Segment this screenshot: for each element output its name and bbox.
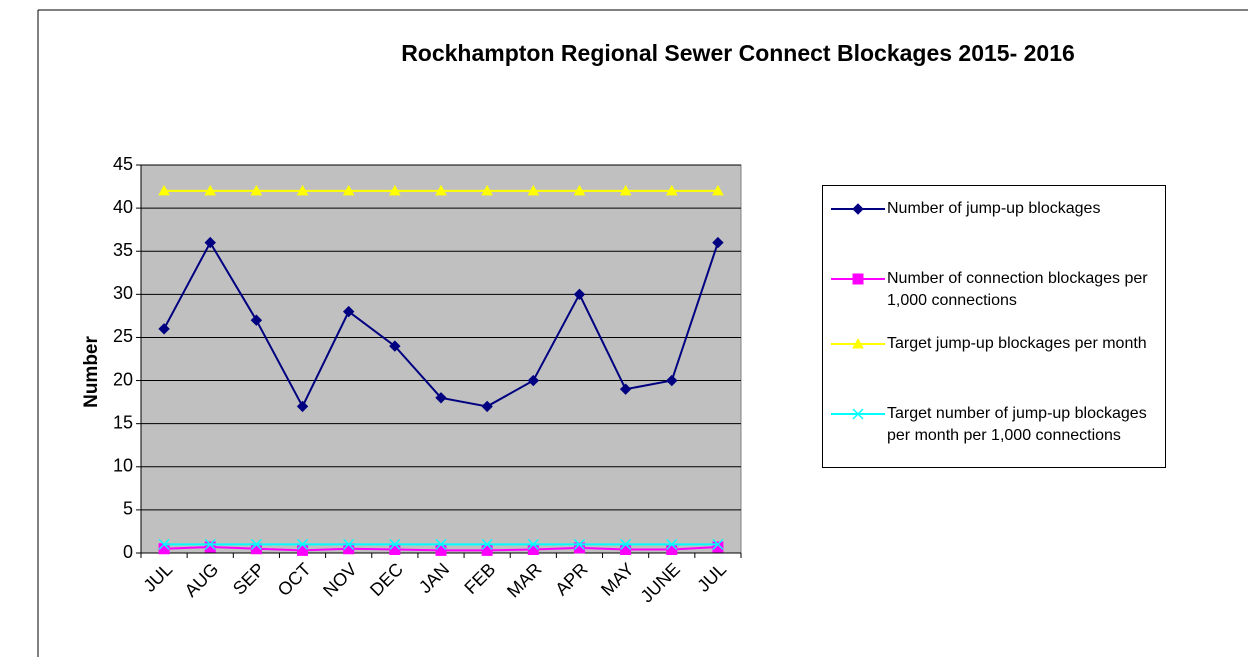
x-tick-label: JUL	[139, 559, 176, 596]
legend-label: Number of connection blockages per 1,000…	[887, 270, 1148, 309]
x-tick-label: DEC	[366, 559, 407, 600]
legend-label: Target jump-up blockages per month	[887, 335, 1147, 352]
legend-label: Number of jump-up blockages	[887, 200, 1101, 217]
x-tick-label: APR	[551, 559, 591, 599]
data-point	[435, 184, 447, 196]
data-point	[435, 392, 447, 404]
data-point	[527, 544, 539, 556]
data-point	[389, 538, 401, 550]
y-tick-label: 35	[113, 240, 133, 260]
legend-label: Target number of jump-up blockages per m…	[887, 405, 1147, 444]
x-tick-label: AUG	[181, 559, 223, 601]
data-point	[619, 383, 632, 395]
data-point	[250, 538, 262, 550]
data-point	[620, 544, 632, 556]
data-point	[158, 538, 170, 550]
y-tick-label: 0	[123, 542, 133, 562]
data-point	[573, 288, 586, 301]
x-tick-label: SEP	[229, 559, 269, 599]
data-point	[527, 184, 540, 196]
legend-swatch	[831, 408, 885, 420]
data-point	[481, 184, 494, 196]
y-tick-label: 10	[113, 456, 133, 476]
legend-marker	[852, 203, 864, 215]
y-axis-label: Number	[81, 336, 102, 408]
y-tick-label: 20	[113, 369, 133, 389]
data-point	[666, 538, 678, 550]
y-tick-label: 30	[113, 283, 133, 303]
data-point	[666, 544, 678, 556]
data-point	[573, 538, 585, 550]
data-point	[389, 340, 401, 352]
legend-entry: Number of connection blockages per 1,000…	[829, 268, 1159, 312]
legend: Number of jump-up blockages Number of con…	[822, 185, 1166, 468]
x-tick-label: NOV	[319, 559, 361, 601]
data-point	[389, 544, 401, 556]
y-tick-label: 25	[113, 326, 133, 346]
y-tick-label: 5	[123, 499, 133, 519]
data-point	[666, 374, 678, 387]
data-point	[343, 538, 355, 550]
data-point	[204, 184, 217, 196]
x-tick-label: OCT	[274, 559, 315, 600]
data-point	[296, 400, 309, 413]
x-tick-label: JAN	[415, 559, 453, 597]
x-tick-label: MAY	[597, 559, 638, 600]
data-point	[712, 184, 724, 196]
x-tick-label: JUL	[693, 559, 730, 596]
data-point	[250, 314, 263, 326]
legend-entry: Target number of jump-up blockages per m…	[829, 403, 1159, 447]
data-point	[342, 305, 355, 318]
legend-swatch	[831, 203, 885, 215]
data-point	[204, 236, 216, 249]
data-point	[481, 538, 493, 550]
data-point	[296, 184, 309, 196]
data-point	[712, 538, 724, 550]
y-tick-label: 40	[113, 197, 133, 217]
data-point	[573, 184, 586, 196]
plot-area	[140, 164, 742, 554]
data-point	[297, 538, 309, 550]
data-point	[527, 538, 539, 550]
data-point	[481, 400, 493, 413]
legend-swatch	[831, 337, 885, 349]
legend-swatch	[831, 273, 885, 285]
data-point	[712, 236, 724, 249]
x-tick-label: FEB	[460, 559, 499, 598]
x-tick-label: MAR	[503, 559, 545, 601]
data-point	[342, 184, 355, 196]
data-point	[665, 184, 678, 196]
data-point	[435, 538, 447, 550]
data-point	[619, 184, 632, 196]
data-point	[158, 184, 170, 196]
data-point	[620, 538, 632, 550]
data-point	[204, 538, 216, 550]
legend-marker	[852, 408, 864, 420]
y-tick-label: 15	[113, 412, 133, 432]
x-tick-label: JUNE	[637, 559, 684, 606]
legend-marker	[852, 337, 864, 349]
legend-entry: Target jump-up blockages per month	[829, 333, 1159, 355]
y-tick-label: 45	[113, 154, 133, 174]
data-point	[527, 374, 540, 387]
data-point	[158, 323, 170, 335]
data-point	[388, 184, 401, 196]
legend-entry: Number of jump-up blockages	[829, 198, 1159, 220]
chart-title: Rockhampton Regional Sewer Connect Block…	[401, 40, 1075, 66]
legend-marker	[852, 273, 864, 285]
data-point	[250, 184, 263, 196]
